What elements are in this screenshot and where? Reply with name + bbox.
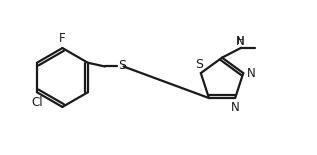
Text: N: N (247, 67, 256, 80)
Text: Cl: Cl (31, 96, 43, 109)
Text: N: N (231, 101, 240, 114)
Text: F: F (59, 32, 66, 45)
Text: N: N (236, 35, 245, 48)
Text: S: S (118, 59, 126, 72)
Text: H: H (237, 36, 244, 46)
Text: S: S (196, 58, 204, 71)
